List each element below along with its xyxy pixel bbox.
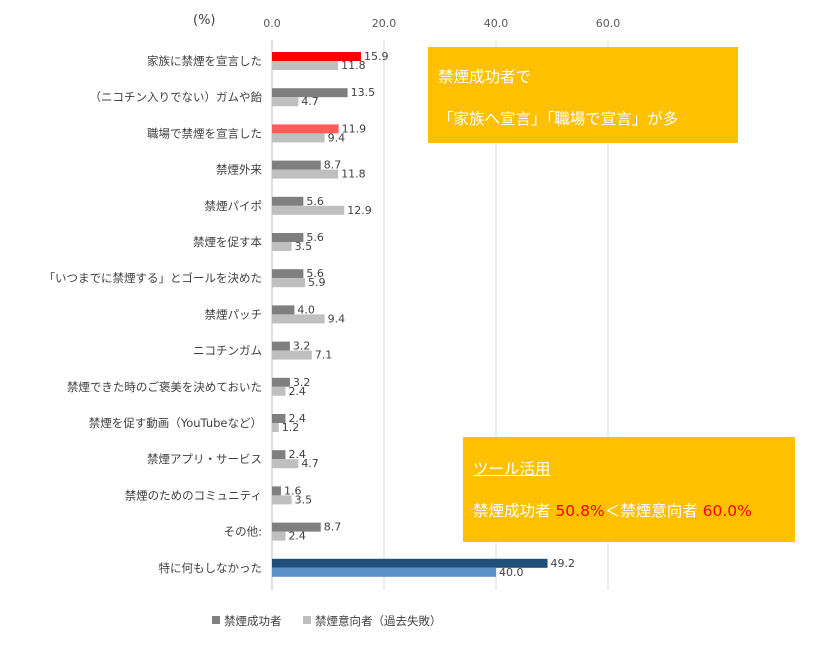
data-label: 8.7 xyxy=(324,159,342,172)
bar-intending xyxy=(272,169,339,179)
bar-successful xyxy=(272,233,304,242)
legend-swatch xyxy=(303,616,311,624)
legend-swatch xyxy=(212,616,220,624)
bar-intending xyxy=(272,314,325,324)
data-label: 9.4 xyxy=(328,131,346,144)
data-label: 1.6 xyxy=(284,484,302,497)
callout-declaration: 禁煙成功者で 「家族へ宣言」「職場で宣言」が多 xyxy=(428,47,738,143)
data-label: 11.8 xyxy=(341,168,366,181)
bar-intending xyxy=(272,386,286,396)
category-label: 禁煙外来 xyxy=(216,163,262,177)
category-label: その他: xyxy=(224,525,262,539)
bar-intending xyxy=(272,61,339,70)
bar-successful xyxy=(272,341,290,351)
bar-intending xyxy=(272,97,299,107)
category-label: 禁煙できた時のご褒美を決めておいた xyxy=(67,380,262,394)
callout-declaration-line1: 禁煙成功者で xyxy=(438,68,532,86)
x-tick-label: 0.0 xyxy=(263,17,281,30)
legend-entry: 禁煙成功者 xyxy=(224,614,282,628)
bar-intending xyxy=(272,531,286,541)
data-label: 4.0 xyxy=(297,303,315,316)
bar-intending xyxy=(272,133,325,143)
callout-tools-body: 禁煙成功者 50.8%＜禁煙意向者 60.0% xyxy=(473,499,752,521)
data-label: 40.0 xyxy=(499,566,524,579)
data-label: 5.9 xyxy=(308,276,326,289)
unit-label: (%) xyxy=(193,13,216,28)
data-label: 3.5 xyxy=(295,493,313,506)
data-label: 5.6 xyxy=(306,267,324,280)
bar-successful xyxy=(272,486,281,496)
category-label: 家族に禁煙を宣言した xyxy=(147,54,262,68)
callout-declaration-line2: 「家族へ宣言」「職場で宣言」が多 xyxy=(438,110,679,128)
callout-tools: ツール活用 禁煙成功者 50.8%＜禁煙意向者 60.0% xyxy=(463,437,795,542)
category-label: 禁煙パイポ xyxy=(205,199,263,213)
callout-tools-value2: 60.0% xyxy=(702,502,752,520)
bar-successful xyxy=(272,52,362,61)
bar-intending xyxy=(272,350,312,360)
bar-successful xyxy=(272,558,548,568)
bar-successful xyxy=(272,269,304,279)
category-label: ニコチンガム xyxy=(193,344,262,358)
category-label: 「いつまでに禁煙する」とゴールを決めた xyxy=(44,271,263,285)
bar-successful xyxy=(272,88,348,98)
data-label: 4.7 xyxy=(301,457,319,470)
category-label: 職場で禁煙を宣言した xyxy=(147,126,262,140)
legend-entry: 禁煙意向者（過去失敗） xyxy=(315,614,442,628)
category-label: （ニコチン入りでない）ガムや飴 xyxy=(90,90,263,104)
bar-successful xyxy=(272,160,321,170)
bar-intending xyxy=(272,242,292,251)
bars xyxy=(272,52,548,577)
data-label: 3.2 xyxy=(293,376,311,389)
data-label: 49.2 xyxy=(551,557,576,570)
bar-intending xyxy=(272,278,306,288)
category-label: 禁煙アプリ・サービス xyxy=(147,452,262,466)
data-label: 4.7 xyxy=(301,95,319,108)
bar-intending xyxy=(272,205,345,215)
x-tick-label: 20.0 xyxy=(372,17,397,30)
bar-successful xyxy=(272,196,304,206)
category-label: 禁煙を促す本 xyxy=(193,235,262,249)
data-label: 5.6 xyxy=(306,195,324,208)
x-tick-label: 40.0 xyxy=(484,17,509,30)
callout-tools-value1: 50.8% xyxy=(555,502,605,520)
callout-tools-part1: 禁煙成功者 xyxy=(473,502,556,520)
data-label: 2.4 xyxy=(288,448,306,461)
category-label: 禁煙パッチ xyxy=(205,307,263,321)
data-label: 11.8 xyxy=(341,59,366,72)
x-tick-label: 60.0 xyxy=(596,17,621,30)
data-label: 9.4 xyxy=(328,312,346,325)
bar-successful xyxy=(272,414,286,423)
data-label: 2.4 xyxy=(288,385,306,398)
bar-intending xyxy=(272,459,299,469)
data-label: 5.6 xyxy=(306,231,324,244)
data-label: 11.9 xyxy=(342,122,367,135)
data-label: 3.5 xyxy=(295,240,313,253)
data-label: 12.9 xyxy=(347,204,372,217)
callout-tools-part2: ＜禁煙意向者 xyxy=(604,502,703,520)
data-label: 3.2 xyxy=(293,340,311,353)
bar-intending xyxy=(272,423,279,432)
bar-successful xyxy=(272,377,290,387)
data-label: 1.2 xyxy=(282,421,300,434)
bar-intending xyxy=(272,567,496,577)
bar-successful xyxy=(272,124,339,134)
data-label: 2.4 xyxy=(288,412,306,425)
data-label: 13.5 xyxy=(351,86,376,99)
callout-tools-heading: ツール活用 xyxy=(473,460,551,478)
bar-intending xyxy=(272,495,292,505)
data-label: 15.9 xyxy=(364,50,389,63)
category-label: 禁煙を促す動画（YouTubeなど） xyxy=(89,416,262,430)
legend: 禁煙成功者 禁煙意向者（過去失敗） xyxy=(212,614,442,628)
bar-successful xyxy=(272,450,286,460)
category-label: 特に何もしなかった xyxy=(159,561,263,575)
data-label: 8.7 xyxy=(324,521,342,534)
bar-successful xyxy=(272,305,295,315)
data-label: 7.1 xyxy=(315,349,333,362)
bar-successful xyxy=(272,522,321,532)
data-label: 2.4 xyxy=(288,530,306,543)
category-label: 禁煙のためのコミュニティ xyxy=(125,488,262,502)
